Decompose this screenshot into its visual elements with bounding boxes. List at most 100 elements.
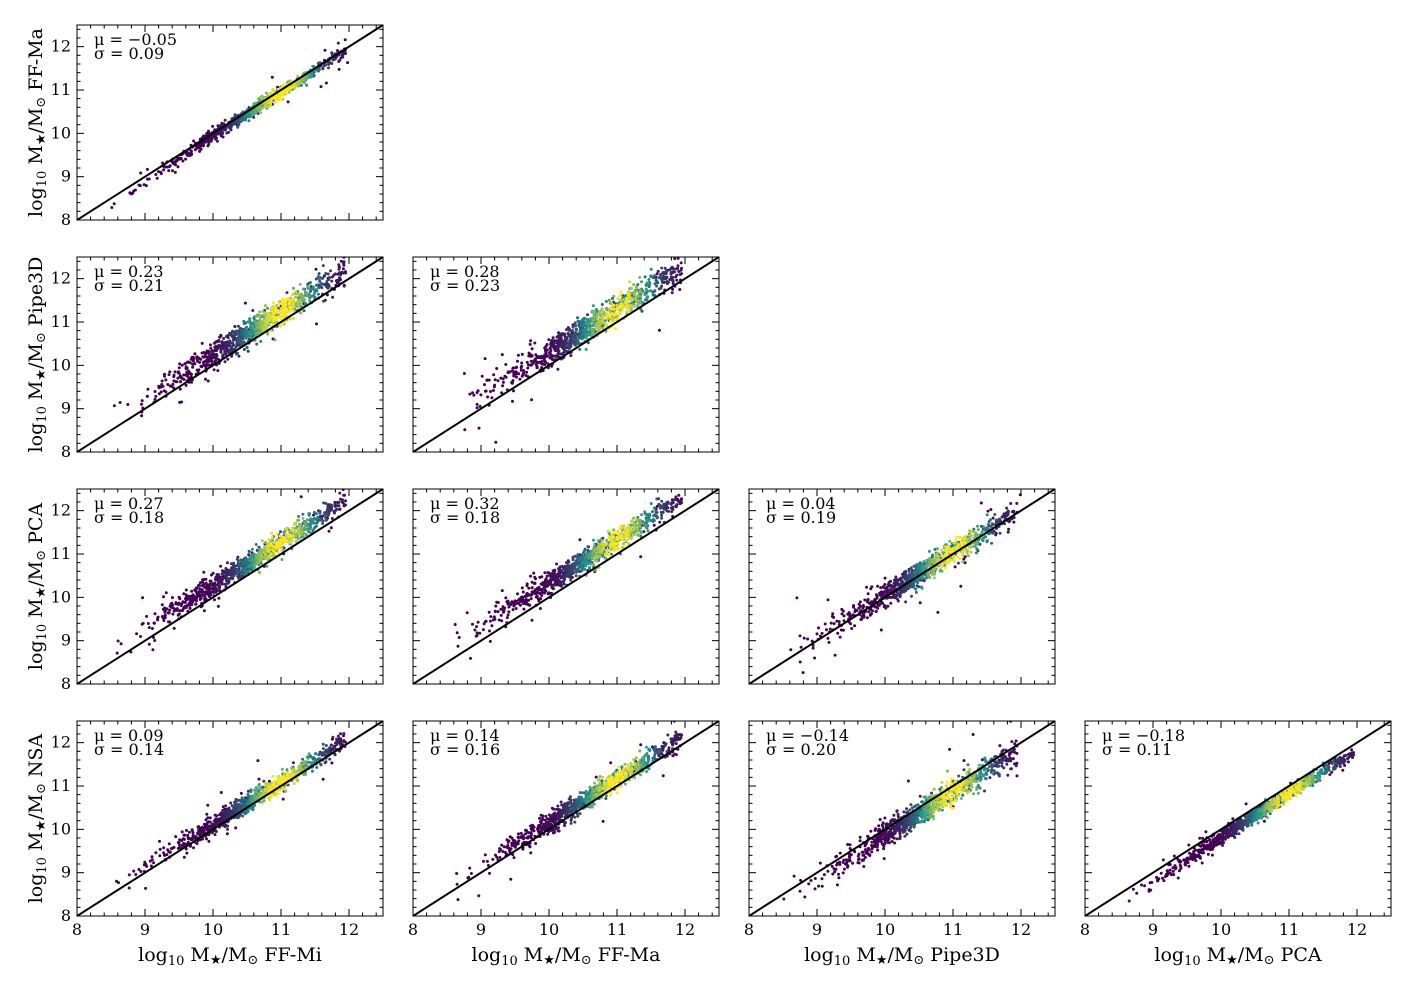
scatter-point (163, 374, 166, 378)
scatter-point (326, 509, 330, 513)
scatter-point (890, 585, 894, 589)
scatter-point (661, 510, 665, 514)
scatter-point (342, 504, 346, 508)
scatter-point (540, 575, 544, 579)
scatter-point (611, 313, 615, 317)
scatter-point (207, 363, 211, 367)
plot-area (749, 489, 1055, 684)
scatter-point (574, 563, 578, 567)
scatter-point (592, 309, 596, 313)
scatter-point (297, 524, 301, 528)
scatter-point (653, 282, 657, 286)
scatter-point (227, 579, 231, 583)
scatter-point (527, 586, 531, 590)
scatter-point (1007, 527, 1011, 531)
scatter-point (820, 631, 824, 635)
scatter-point (156, 615, 160, 619)
scatter-point (210, 137, 214, 141)
scatter-point (679, 261, 683, 265)
scatter-point (504, 596, 508, 600)
scatter-point (291, 302, 295, 306)
scatter-point (835, 619, 839, 623)
scatter-point (329, 505, 333, 509)
scatter-point (216, 575, 219, 578)
scatter-point (337, 504, 341, 508)
scatter-point (304, 290, 308, 294)
scatter-point (223, 350, 227, 354)
scatter-point (192, 139, 196, 143)
scatter-point (189, 149, 193, 153)
scatter-point (488, 639, 492, 643)
scatter-point (344, 499, 347, 503)
scatter-point (483, 383, 486, 387)
scatter-point (182, 606, 186, 610)
scatter-point (500, 619, 504, 623)
scatter-point (281, 299, 285, 303)
scatter-point (600, 539, 604, 543)
scatter-point (198, 587, 202, 591)
scatter-point (583, 567, 587, 571)
scatter-point (194, 602, 198, 606)
scatter-point (191, 355, 195, 359)
scatter-point (649, 519, 653, 522)
scatter-point (274, 545, 277, 549)
scatter-point (140, 402, 143, 406)
scatter-point (216, 124, 220, 128)
scatter-point (309, 281, 312, 284)
scatter-point (638, 525, 642, 529)
scatter-point (159, 390, 163, 394)
scatter-point (622, 530, 626, 534)
scatter-point (299, 301, 303, 305)
scatter-point (851, 613, 855, 617)
scatter-point (218, 575, 222, 579)
scatter-point (307, 525, 311, 529)
scatter-point (479, 393, 483, 397)
scatter-point (280, 543, 284, 547)
scatter-point (126, 403, 130, 406)
scatter-point (627, 303, 631, 307)
scatter-point (607, 532, 611, 535)
scatter-point (575, 342, 579, 346)
scatter-point (197, 144, 201, 148)
plot-area (77, 257, 383, 452)
scatter-point (343, 52, 347, 55)
scatter-point (176, 603, 180, 606)
scatter-point (590, 309, 594, 313)
scatter-point (280, 549, 283, 553)
scatter-point (331, 58, 335, 62)
scatter-point (276, 94, 280, 98)
scatter-point (307, 295, 311, 298)
scatter-point (565, 341, 569, 345)
scatter-point (530, 618, 534, 622)
y-tick-label: 10 (51, 355, 71, 374)
scatter-point (624, 528, 628, 532)
scatter-point (296, 300, 300, 304)
scatter-point (586, 325, 590, 329)
scatter-point (230, 570, 234, 574)
scatter-point (327, 529, 331, 533)
scatter-point (560, 575, 564, 579)
scatter-point (863, 598, 867, 602)
scatter-point (853, 624, 857, 628)
scatter-point (239, 326, 243, 330)
scatter-point (277, 315, 281, 319)
scatter-point (342, 263, 346, 267)
scatter-point (643, 293, 647, 297)
scatter-point (496, 379, 500, 383)
scatter-point (613, 546, 617, 550)
scatter-point (587, 556, 591, 560)
scatter-point (296, 304, 300, 307)
scatter-point (213, 581, 217, 585)
scatter-point (636, 294, 640, 298)
scatter-point (475, 402, 479, 406)
scatter-point (338, 507, 342, 511)
scatter-point (227, 577, 231, 581)
scatter-point (219, 564, 223, 568)
plot-area (77, 489, 383, 684)
scatter-point (675, 278, 679, 282)
scatter-point (633, 290, 637, 294)
scatter-point (636, 524, 640, 528)
scatter-point (649, 274, 653, 278)
scatter-point (118, 401, 122, 404)
scatter-point (612, 294, 616, 298)
